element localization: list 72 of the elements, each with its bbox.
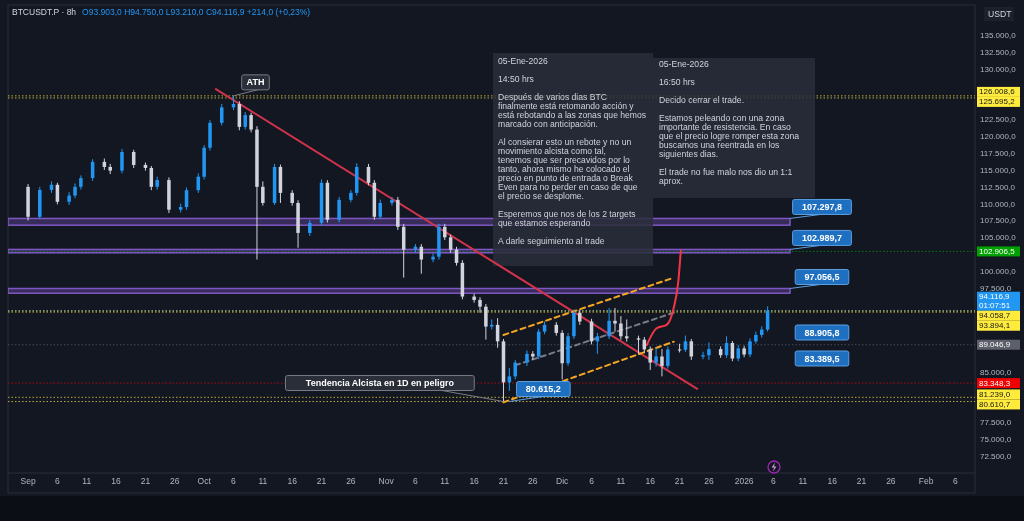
y-tick-label: 97.500,0 xyxy=(980,283,1012,293)
x-tick-label: 21 xyxy=(140,476,151,486)
text: USDT xyxy=(988,9,1013,19)
annotation: Tendencia Alcista en 1D en peligro xyxy=(305,378,455,389)
band-label: 102.989,7 xyxy=(801,232,843,243)
x-tick-label: 16 xyxy=(827,476,838,486)
x-tick-label: 11 xyxy=(798,476,808,486)
x-tick-label: 6 xyxy=(231,476,237,486)
annotation: 88.905,8 xyxy=(804,327,840,338)
x-tick-label: 11 xyxy=(440,476,450,486)
x-tick-label: 6 xyxy=(589,476,595,486)
ref-line-label: 126.008,6 xyxy=(979,87,1016,97)
ref-line-label: 80.610,7 xyxy=(979,399,1011,409)
x-tick-label: 16 xyxy=(111,476,122,486)
x-tick-label: 16 xyxy=(287,476,298,486)
ref-line-label: 94.116,9 01:07:51 xyxy=(979,292,1011,311)
x-tick-label: 26 xyxy=(346,476,356,486)
annotation: ATH xyxy=(246,77,265,88)
x-tick-label: 16 xyxy=(469,476,480,486)
y-tick-label: 135.000,0 xyxy=(980,31,1017,41)
ref-line-label: 81.239,0 xyxy=(979,389,1011,399)
y-tick-label: 112.500,0 xyxy=(980,182,1016,192)
x-tick-label: Sep xyxy=(20,476,36,486)
x-tick-label: 11 xyxy=(616,476,626,486)
y-tick-label: 117.500,0 xyxy=(980,149,1016,159)
ref-line-label: 102.906,5 xyxy=(979,246,1016,256)
x-tick-label: 26 xyxy=(704,476,714,486)
x-tick-label: 21 xyxy=(856,476,867,486)
y-tick-label: 122.500,0 xyxy=(980,115,1017,125)
x-tick-label: 6 xyxy=(55,476,61,486)
y-tick-label: 130.000,0 xyxy=(980,64,1017,74)
x-tick-label: Oct xyxy=(197,476,212,486)
ref-line-label: 125.695,2 xyxy=(979,97,1016,107)
text: 05-Ene-2026 14:50 hrs Después de varios dias BTC finalmente está retomando acción y está rebotando a las zonas que hemos marcado con anticipación. Al consierar esto un rebote y no un movimiento alcista como tal, tenemos que ser precavidos por lo tanto, ahora mismo he colocado el precio en punto de entrada o Break Even para no perder en caso de que el precio se desplome. Esperemos que nos de los 2 targets que estamos esperando A darle seguimiento al trade xyxy=(498,56,647,246)
x-tick-label: 26 xyxy=(170,476,180,486)
text: 05-Ene-2026 16:50 hrs Decido cerrar el trade. Estamos peleando con una zona importante de resistencia. En caso que el precio logre romper esta zona buscamos una reentrada en los siguientes dias. El trade no fue malo nos dio un 1:1 aprox. xyxy=(659,59,799,186)
x-tick-label: Feb xyxy=(918,476,934,486)
x-tick-label: Dic xyxy=(556,476,570,486)
x-tick-label: 6 xyxy=(953,476,959,486)
y-tick-label: 85.000,0 xyxy=(980,367,1012,377)
y-tick-label: 77.500,0 xyxy=(980,418,1012,428)
y-tick-label: 120.000,0 xyxy=(980,132,1017,142)
x-tick-label: 6 xyxy=(413,476,419,486)
chart-subtitle: O93.903,0 H94.750,0 L93.210,0 C94.116,9 +214,0 (+0,23%) xyxy=(82,7,311,17)
y-tick-label: 100.000,0 xyxy=(980,266,1017,276)
ref-line-label: 83.348,3 xyxy=(979,378,1011,388)
x-tick-label: 21 xyxy=(674,476,685,486)
annotation: 83.389,5 xyxy=(804,353,840,364)
x-tick-label: 16 xyxy=(645,476,656,486)
band-label: 97.056,5 xyxy=(804,271,840,282)
x-tick-label: 26 xyxy=(886,476,896,486)
x-tick-label: 6 xyxy=(771,476,777,486)
ref-line-label: 93.894,1 xyxy=(979,321,1011,331)
band-label: 107.297,8 xyxy=(801,201,843,212)
x-tick-label: 11 xyxy=(258,476,268,486)
x-tick-label: 26 xyxy=(528,476,538,486)
ref-line-label: 94.058,7 xyxy=(979,311,1011,321)
y-tick-label: 72.500,0 xyxy=(980,452,1012,462)
y-tick-label: 107.500,0 xyxy=(980,216,1017,226)
y-tick-label: 132.500,0 xyxy=(980,48,1017,58)
ref-line-label: 89.046,9 xyxy=(979,340,1011,350)
x-tick-label: 11 xyxy=(82,476,92,486)
chart-title: BTCUSDT.P · 8h xyxy=(12,7,77,17)
x-tick-label: 21 xyxy=(498,476,509,486)
y-tick-label: 105.000,0 xyxy=(980,233,1017,243)
x-tick-label: Nov xyxy=(378,476,395,486)
y-tick-label: 110.000,0 xyxy=(980,199,1016,209)
y-tick-label: 115.000,0 xyxy=(980,165,1016,175)
annotation: 80.615,2 xyxy=(525,384,561,395)
x-tick-label: 21 xyxy=(316,476,327,486)
x-tick-label: 2026 xyxy=(734,476,754,486)
y-tick-label: 75.000,0 xyxy=(980,435,1012,445)
